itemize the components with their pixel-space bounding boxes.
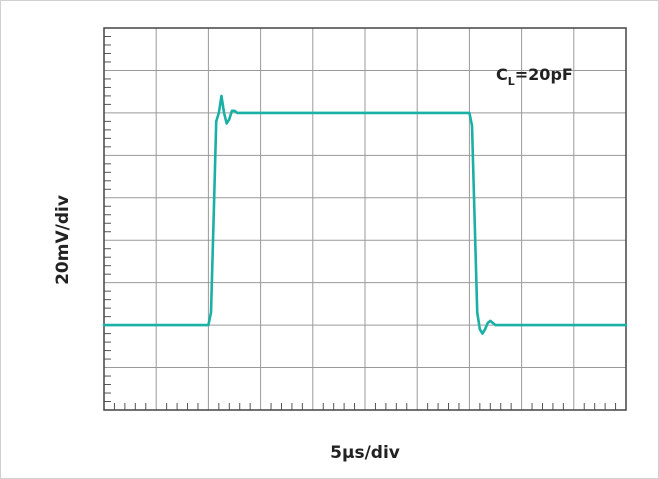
annotation-rest: =20pF: [515, 65, 573, 84]
annotation-subscript: L: [508, 75, 515, 88]
y-axis-label: 20mV/div: [53, 195, 73, 285]
load-capacitance-annotation: CL=20pF: [496, 65, 573, 88]
plot-minor-ticks: [104, 35, 617, 410]
series-line: [102, 94, 628, 335]
plot-grid: [104, 28, 626, 410]
plot-area: [103, 27, 627, 411]
annotation-main: C: [496, 65, 508, 84]
x-axis-label: 5µs/div: [330, 443, 400, 463]
